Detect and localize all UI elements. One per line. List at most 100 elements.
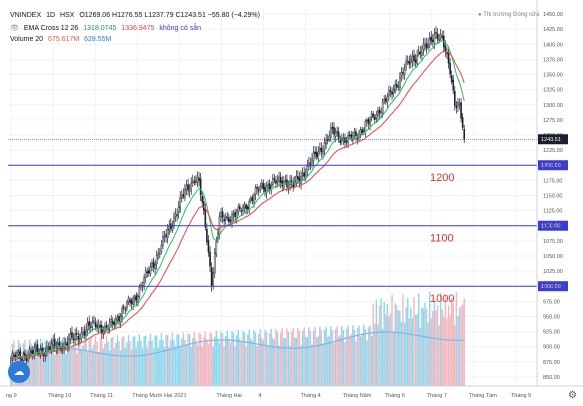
volume-bar [217,339,219,386]
candle-body [344,137,346,143]
y-tick-label: 1400.00 [543,42,563,48]
volume-bar [278,345,280,386]
y-tick-label: 850.00 [543,375,560,381]
candle-body [369,118,371,126]
volume-bar [54,354,56,386]
candle-body [380,111,382,113]
volume-bar [43,355,45,386]
volume-bar [112,336,114,386]
volume-bar [364,329,367,386]
volume-bar [414,314,417,386]
legend-volume-row: Volume 20 675.617M 628.55M [10,36,114,43]
volume-bar [33,342,36,386]
candle-body [198,177,200,181]
candle-body [287,186,290,189]
volume-bar [356,327,359,386]
candle-body [228,217,230,223]
volume-bar [389,313,392,386]
candle-body [345,140,348,143]
volume-bar [132,336,134,386]
eye-icon[interactable]: 👁 [10,25,19,32]
volume-bar [63,342,65,386]
y-tick-label: 1425.00 [543,27,563,33]
volume-bar [195,339,197,386]
candle-body [312,151,315,161]
candle-body [408,61,411,65]
candle-body [129,299,131,303]
symbol-label[interactable]: VNINDEX [10,12,42,19]
volume-bar [316,337,318,386]
volume-bar [295,337,298,386]
candle-body [88,321,91,326]
candle-body [273,178,276,180]
volume-bar [424,302,426,386]
candle-body [410,59,412,63]
volume-bar [90,337,92,386]
volume-bar [152,347,155,386]
candle-body [206,228,208,243]
candle-body [232,213,235,216]
candle-body [391,91,393,95]
candle-body [460,102,462,119]
candle-body [256,187,258,189]
candle-body [355,131,357,136]
y-tick-label: 1375.00 [543,57,563,63]
volume-bar [281,328,283,386]
volume-bar [221,333,224,386]
volume-bar [408,318,411,386]
volume-bar [199,333,202,386]
volume-bar [256,345,258,386]
candle-body [405,60,407,68]
candle-body [334,132,337,137]
volume-bar [416,313,418,386]
ema-value-fast: 1318.0745 [83,25,117,32]
volume-bar [102,348,105,386]
volume-bar [135,347,138,386]
candle-body [373,117,376,120]
ema-label[interactable]: EMA Cross 12 26 [23,25,79,32]
candle-body [143,277,145,285]
candle-body [403,68,406,76]
candle-body [414,59,417,63]
volume-bar [250,338,252,386]
interval-label[interactable]: 1D [46,12,56,19]
candle-body [306,165,309,174]
y-tick-label: 1200.00 [543,163,563,169]
candle-body [444,45,447,52]
candle-body [193,181,196,184]
candle-body [320,147,323,153]
candle-body [133,296,136,300]
candle-body [272,178,274,185]
volume-bar [192,338,194,386]
candle-body [121,308,123,317]
candle-body [122,306,125,309]
candle-body [229,219,232,222]
candle-body [397,85,400,88]
volume-bar [394,303,396,386]
cloud-icon[interactable]: ☁ [8,361,30,383]
candle-body [165,234,167,237]
volume-bar [80,348,83,386]
gear-icon[interactable]: ⚙ [568,390,577,401]
volume-bar [143,336,145,386]
exchange-label: HSX [59,12,75,19]
y-tick-label: 1225.00 [543,148,563,154]
volume-bar [99,338,101,386]
volume-bar [345,328,348,386]
candle-body [251,197,254,201]
volume-label[interactable]: Volume 20 [10,36,44,43]
volume-bar [116,335,119,386]
candle-body [20,359,23,361]
volume-bar [347,325,349,386]
volume-bar [52,342,54,386]
candle-body [243,204,246,208]
x-tick-label: Tháng 9 [511,393,531,399]
volume-bar [444,294,447,386]
level-tag [538,160,568,171]
candle-body [367,119,370,124]
volume-bar [105,335,108,386]
candle-body [41,347,43,352]
volume-bar [85,342,87,386]
candle-body [72,338,75,341]
